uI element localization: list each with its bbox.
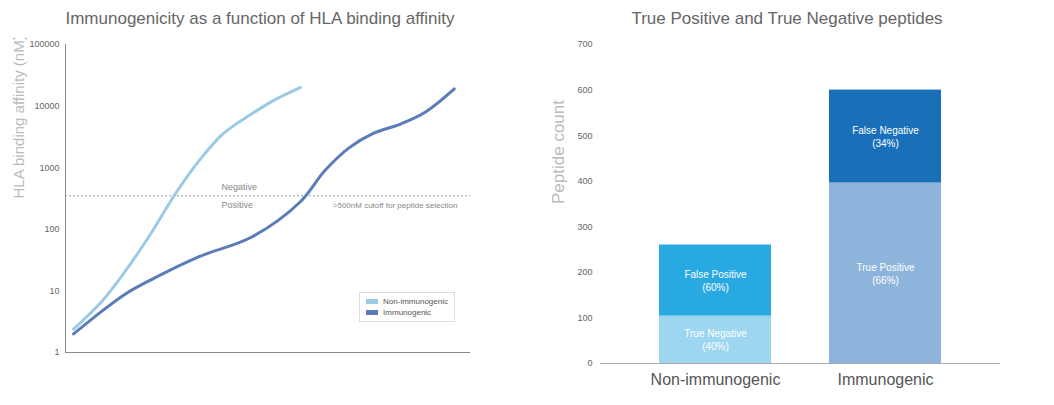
svg-text:10: 10 (49, 286, 59, 296)
svg-text:500: 500 (577, 131, 592, 141)
svg-text:1: 1 (54, 347, 59, 357)
svg-text:Peptide count: Peptide count (549, 100, 568, 204)
svg-text:100000: 100000 (29, 39, 59, 49)
svg-text:600: 600 (577, 85, 592, 95)
svg-text:Non-immunogenic: Non-immunogenic (651, 371, 781, 388)
svg-text:200: 200 (577, 267, 592, 277)
svg-text:Immunogenic: Immunogenic (837, 371, 933, 388)
svg-text:False Positive(60%): False Positive(60%) (684, 269, 747, 293)
svg-text:1000: 1000 (39, 163, 59, 173)
svg-text:Negative: Negative (221, 182, 257, 192)
html-text:Non-immunogenic: Non-immunogenic (383, 297, 448, 306)
svg-text:300: 300 (577, 222, 592, 232)
svg-text:100: 100 (577, 313, 592, 323)
html-text:Immunogenicity as a function o: Immunogenicity as a function of HLA bind… (65, 9, 455, 28)
svg-text:True Positive(66%): True Positive(66%) (857, 262, 915, 286)
svg-text:10000: 10000 (34, 101, 59, 111)
svg-text:False Negative(34%): False Negative(34%) (852, 125, 919, 149)
svg-text:Positive: Positive (221, 200, 253, 210)
svg-text:True Negative(40%): True Negative(40%) (684, 328, 747, 352)
html-text:Immunogenic: Immunogenic (383, 308, 432, 317)
svg-text:HLA binding affinity (nM): HLA binding affinity (nM) (10, 38, 27, 199)
html-text:True Positive and True Negativ: True Positive and True Negative peptides (631, 9, 943, 28)
svg-text:>500nM cutoff for peptide sele: >500nM cutoff for peptide selection (333, 201, 458, 210)
svg-text:400: 400 (577, 176, 592, 186)
svg-text:0: 0 (587, 358, 592, 368)
svg-text:700: 700 (577, 39, 592, 49)
svg-text:100: 100 (44, 224, 59, 234)
